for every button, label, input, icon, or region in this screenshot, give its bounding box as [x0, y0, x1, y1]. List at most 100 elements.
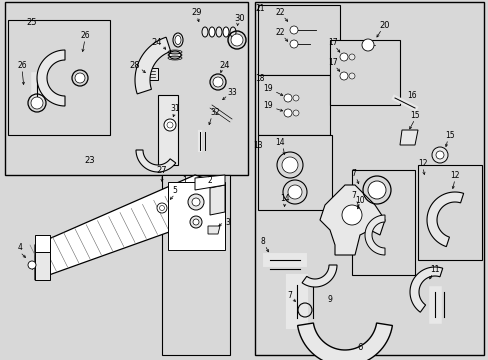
Ellipse shape [208, 27, 215, 37]
Bar [168, 182, 224, 250]
Circle shape [435, 151, 443, 159]
Polygon shape [409, 267, 442, 312]
Circle shape [192, 198, 200, 206]
Text: 3: 3 [225, 217, 230, 226]
Circle shape [348, 73, 354, 79]
Circle shape [339, 72, 347, 80]
Polygon shape [35, 245, 50, 280]
Text: 19: 19 [263, 100, 272, 109]
Polygon shape [207, 226, 220, 234]
Polygon shape [302, 265, 336, 287]
Circle shape [282, 157, 297, 173]
Text: 7: 7 [287, 291, 292, 300]
Text: 15: 15 [444, 131, 454, 140]
Text: 26: 26 [80, 31, 90, 40]
Polygon shape [35, 175, 224, 280]
Text: 12: 12 [449, 171, 459, 180]
Text: 26: 26 [17, 60, 27, 69]
Bar [146, 68, 158, 80]
Circle shape [159, 206, 164, 211]
Circle shape [163, 119, 176, 131]
Circle shape [287, 185, 302, 199]
Circle shape [284, 109, 291, 117]
Circle shape [289, 40, 297, 48]
Bar [258, 5, 339, 75]
Text: 2: 2 [207, 176, 212, 185]
Text: 28: 28 [129, 60, 140, 69]
Bar [254, 2, 483, 355]
Bar [5, 2, 247, 175]
Polygon shape [209, 185, 224, 215]
Circle shape [284, 94, 291, 102]
Circle shape [190, 216, 202, 228]
Text: 20: 20 [379, 21, 389, 30]
Polygon shape [136, 150, 176, 172]
Bar [258, 135, 331, 210]
Bar [162, 175, 229, 355]
Text: 5: 5 [172, 185, 177, 194]
Ellipse shape [229, 27, 236, 37]
Polygon shape [426, 192, 463, 247]
Circle shape [31, 97, 43, 109]
Text: 14: 14 [280, 194, 289, 202]
Text: 27: 27 [156, 166, 167, 175]
Ellipse shape [202, 27, 207, 37]
Ellipse shape [216, 27, 222, 37]
Polygon shape [364, 215, 384, 255]
Text: 19: 19 [263, 84, 272, 93]
Polygon shape [158, 95, 178, 165]
Polygon shape [297, 323, 391, 360]
Text: 21: 21 [255, 4, 264, 13]
Text: 25: 25 [27, 18, 37, 27]
Bar [329, 40, 399, 105]
Circle shape [28, 261, 36, 269]
Text: 17: 17 [327, 58, 337, 67]
Text: 22: 22 [275, 8, 284, 17]
Bar [417, 165, 481, 260]
Ellipse shape [169, 51, 181, 59]
Text: 7: 7 [351, 190, 356, 199]
Ellipse shape [175, 36, 181, 45]
Text: 6: 6 [357, 343, 362, 352]
Text: 24: 24 [219, 60, 230, 69]
Polygon shape [399, 130, 417, 145]
Text: 11: 11 [429, 266, 439, 275]
Text: 29: 29 [191, 8, 202, 17]
Text: 13: 13 [253, 140, 262, 149]
Bar [258, 75, 329, 135]
Text: 31: 31 [170, 104, 180, 112]
Text: 16: 16 [407, 90, 416, 99]
Text: 8: 8 [260, 238, 265, 247]
Polygon shape [37, 50, 65, 106]
Text: 7: 7 [351, 168, 356, 177]
Circle shape [167, 122, 173, 128]
Text: 14: 14 [275, 138, 284, 147]
Polygon shape [135, 37, 170, 94]
Polygon shape [319, 185, 384, 255]
Circle shape [341, 205, 361, 225]
Circle shape [187, 194, 203, 210]
Text: 4: 4 [18, 243, 22, 252]
Circle shape [213, 77, 223, 87]
Circle shape [230, 34, 243, 46]
Circle shape [431, 147, 447, 163]
Text: 32: 32 [210, 108, 220, 117]
Text: 23: 23 [84, 156, 95, 165]
Text: 24: 24 [151, 37, 162, 46]
Text: 12: 12 [417, 158, 427, 167]
Text: 22: 22 [275, 27, 284, 36]
Circle shape [193, 219, 199, 225]
Text: 10: 10 [354, 195, 364, 204]
Circle shape [289, 26, 297, 34]
Circle shape [348, 54, 354, 60]
Polygon shape [195, 175, 224, 190]
Ellipse shape [173, 33, 183, 47]
Text: 9: 9 [327, 296, 332, 305]
Text: 1: 1 [182, 176, 187, 185]
Text: 17: 17 [327, 37, 337, 46]
Text: 30: 30 [234, 14, 245, 23]
Circle shape [292, 110, 298, 116]
Polygon shape [35, 235, 50, 252]
Circle shape [361, 39, 373, 51]
Text: 33: 33 [226, 87, 236, 96]
